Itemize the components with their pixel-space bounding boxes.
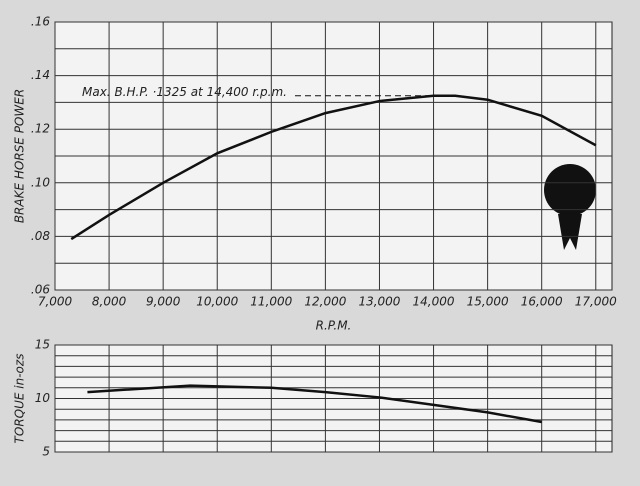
- y-tick-label: .16: [31, 15, 50, 29]
- x-tick-label: 15,000: [467, 295, 509, 309]
- y-tick-label: .06: [31, 283, 50, 297]
- x-tick-label: 9,000: [146, 295, 181, 309]
- y-axis-label: TORQUE in-ozs: [13, 354, 27, 444]
- y-axis-label: BRAKE HORSE POWER: [13, 89, 27, 223]
- x-tick-label: 14,000: [413, 295, 455, 309]
- x-axis-label: R.P.M.: [316, 319, 352, 333]
- annotation: Max. B.H.P. ·1325 at 14,400 r.p.m.: [82, 85, 287, 99]
- x-tick-label: 11,000: [250, 295, 292, 309]
- x-tick-label: 12,000: [304, 295, 346, 309]
- x-tick-label: 17,000: [575, 295, 617, 309]
- badge: [544, 164, 596, 250]
- y-tick-label: .08: [31, 229, 50, 243]
- x-tick-label: 16,000: [521, 295, 563, 309]
- y-tick-label: .12: [31, 122, 50, 136]
- line: [87, 384, 542, 424]
- y-tick-label: 15: [35, 338, 50, 352]
- y-tick-label: .10: [31, 175, 50, 189]
- x-tick-label: 10,000: [196, 295, 238, 309]
- x-tick-label: 7,000: [38, 295, 73, 309]
- y-tick-label: .14: [31, 68, 50, 82]
- x-tick-label: 8,000: [92, 295, 127, 309]
- x-tick-label: 13,000: [358, 295, 400, 309]
- line: [70, 94, 597, 241]
- y-tick-label: 5: [42, 445, 50, 459]
- y-tick-label: 10: [35, 391, 51, 405]
